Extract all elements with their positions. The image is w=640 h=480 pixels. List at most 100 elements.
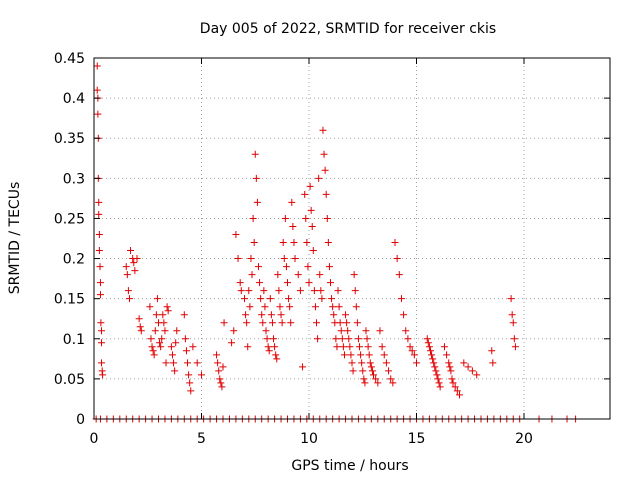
data-point — [382, 359, 390, 367]
data-point — [359, 367, 367, 375]
data-point — [245, 287, 253, 295]
data-point — [159, 311, 167, 319]
data-point — [125, 295, 133, 303]
data-point — [95, 198, 103, 206]
data-point — [362, 327, 370, 335]
data-point — [241, 295, 248, 303]
data-point — [365, 351, 373, 359]
data-point — [380, 351, 388, 359]
data-point — [352, 303, 360, 311]
data-point — [272, 351, 280, 359]
data-point — [357, 351, 365, 359]
y-tick-label: 0.15 — [54, 292, 85, 308]
data-point — [122, 263, 130, 271]
data-point — [389, 379, 397, 387]
data-point — [347, 351, 355, 359]
data-point — [349, 367, 357, 375]
y-tick-label: 0 — [76, 412, 85, 428]
data-point — [334, 287, 342, 295]
data-point — [374, 379, 382, 387]
data-point — [509, 319, 517, 327]
data-point — [404, 335, 412, 343]
data-point — [242, 311, 250, 319]
y-tick-label: 0.35 — [54, 131, 85, 147]
data-point — [436, 383, 444, 391]
data-point — [311, 303, 319, 311]
data-point — [243, 319, 251, 327]
data-point — [424, 339, 432, 347]
data-point — [253, 198, 261, 206]
data-point — [393, 255, 401, 263]
data-point — [161, 327, 169, 335]
data-point — [95, 230, 103, 238]
data-point — [187, 387, 195, 395]
data-point — [325, 263, 333, 271]
data-point — [127, 247, 135, 255]
data-point — [307, 206, 315, 214]
data-point — [408, 347, 416, 355]
data-point — [182, 347, 190, 355]
data-point — [303, 239, 311, 247]
data-point — [234, 255, 242, 263]
data-point — [301, 190, 309, 198]
data-point — [322, 190, 330, 198]
data-point — [252, 174, 260, 182]
y-tick-label: 0.1 — [63, 332, 85, 348]
data-point — [385, 367, 393, 375]
data-point — [96, 291, 104, 299]
data-point — [413, 359, 420, 367]
data-point — [338, 335, 346, 343]
data-point — [172, 339, 180, 347]
data-point — [473, 371, 481, 379]
data-point — [468, 367, 476, 375]
data-point — [429, 355, 437, 363]
data-point — [99, 371, 107, 379]
data-point — [310, 287, 318, 295]
data-point — [356, 343, 364, 351]
data-point — [400, 311, 408, 319]
y-tick-label: 0.05 — [54, 372, 85, 388]
data-point — [131, 267, 139, 275]
data-point — [318, 295, 326, 303]
data-point — [376, 327, 384, 335]
data-point — [346, 343, 354, 351]
data-point — [162, 359, 170, 367]
data-point — [136, 323, 144, 331]
data-point — [488, 347, 496, 355]
axis-ticks: 0 0.05 0.1 0.15 0.2 0.25 0.3 0.35 0.4 0.45 0 5 10 15 2… — [54, 51, 610, 447]
data-point — [489, 359, 497, 367]
data-point — [215, 367, 223, 375]
x-tick-label: 5 — [197, 431, 206, 447]
data-point — [263, 335, 271, 343]
data-point — [98, 339, 106, 347]
data-point — [425, 343, 433, 351]
data-point — [364, 343, 372, 351]
data-point — [397, 295, 405, 303]
data-point — [433, 371, 441, 379]
data-point — [248, 271, 256, 279]
data-point — [464, 363, 472, 371]
data-point — [123, 271, 131, 279]
data-point — [443, 351, 451, 359]
data-point — [276, 303, 284, 311]
data-point — [216, 375, 224, 383]
data-point — [181, 335, 189, 343]
data-point — [232, 230, 240, 238]
data-point — [337, 327, 345, 335]
data-point — [453, 387, 461, 395]
x-tick-label: 20 — [515, 431, 533, 447]
data-point — [446, 363, 454, 371]
data-point — [93, 62, 101, 70]
data-point — [96, 263, 104, 271]
data-point — [261, 303, 269, 311]
data-point — [265, 347, 273, 355]
data-point — [428, 351, 436, 359]
data-point — [430, 359, 438, 367]
data-point — [149, 347, 157, 355]
data-point — [372, 375, 380, 383]
data-point — [152, 311, 160, 319]
data-point — [321, 166, 329, 174]
chart-title: Day 005 of 2022, SRMTID for receiver cki… — [200, 21, 496, 37]
data-point — [296, 287, 304, 295]
